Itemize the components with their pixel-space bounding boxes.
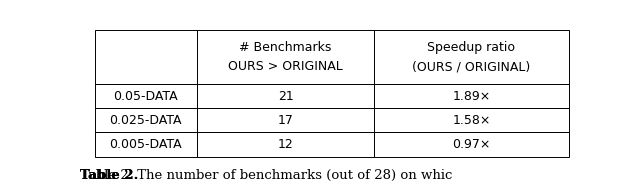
Bar <box>95 133 196 157</box>
Text: 1.58×: 1.58× <box>452 114 491 127</box>
Bar <box>374 84 568 108</box>
Text: Table 2.: Table 2. <box>80 168 138 181</box>
Text: 17: 17 <box>278 114 294 127</box>
Bar <box>95 30 196 84</box>
Bar <box>196 133 374 157</box>
Bar <box>95 108 196 133</box>
Bar <box>374 30 568 84</box>
Bar <box>95 84 196 108</box>
Text: (OURS / ORIGINAL): (OURS / ORIGINAL) <box>412 60 531 73</box>
Bar <box>374 133 568 157</box>
Text: 0.025-DATA: 0.025-DATA <box>109 114 182 127</box>
Text: Table 2.: Table 2. <box>80 168 138 181</box>
Text: Speedup ratio: Speedup ratio <box>428 41 515 54</box>
Text: 21: 21 <box>278 90 293 103</box>
Text: 12: 12 <box>278 138 293 151</box>
Bar <box>196 84 374 108</box>
Text: OURS > ORIGINAL: OURS > ORIGINAL <box>228 60 343 73</box>
Bar <box>374 108 568 133</box>
Bar <box>196 30 374 84</box>
Text: 0.97×: 0.97× <box>452 138 491 151</box>
Text: 0.05-DATA: 0.05-DATA <box>113 90 178 103</box>
Text: Table 2. The number of benchmarks (out of 28) on whic: Table 2. The number of benchmarks (out o… <box>80 168 452 181</box>
Text: 0.005-DATA: 0.005-DATA <box>109 138 182 151</box>
Text: # Benchmarks: # Benchmarks <box>239 41 332 54</box>
Bar <box>196 108 374 133</box>
Text: 1.89×: 1.89× <box>452 90 491 103</box>
